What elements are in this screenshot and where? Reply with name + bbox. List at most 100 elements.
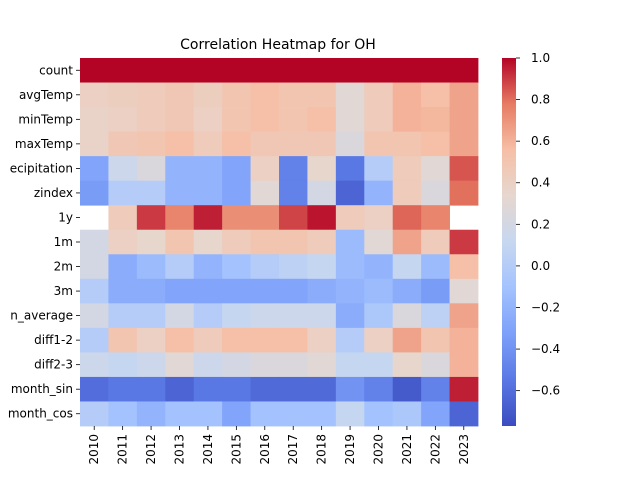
- heatmap-cell: [364, 303, 394, 329]
- heatmap-cell: [80, 58, 109, 83]
- heatmap-cell: [449, 352, 479, 378]
- heatmap-cell: [250, 107, 280, 132]
- heatmap-cell: [364, 229, 394, 255]
- heatmap-cell: [136, 205, 166, 231]
- heatmap-cell: [279, 205, 308, 231]
- heatmap-cell: [335, 156, 365, 182]
- heatmap-cell: [449, 131, 479, 157]
- heatmap-cell: [421, 327, 450, 353]
- heatmap-cell: [193, 278, 223, 304]
- heatmap-cell: [108, 254, 138, 280]
- heatmap-cell: [335, 303, 365, 329]
- heatmap-cell: [136, 58, 166, 83]
- heatmap-cell: [80, 131, 109, 157]
- heatmap-cell: [307, 352, 337, 378]
- heatmap-cell: [307, 205, 337, 231]
- heatmap-cell: [364, 254, 394, 280]
- heatmap-cell: [307, 107, 337, 132]
- row-label: diff2-3: [34, 358, 73, 372]
- heatmap-cell: [449, 303, 479, 329]
- heatmap-cell: [222, 352, 251, 378]
- heatmap-cell: [165, 278, 195, 304]
- heatmap-cell: [335, 376, 365, 402]
- heatmap-cell: [250, 254, 280, 280]
- heatmap-cell: [108, 229, 138, 255]
- row-label: minTemp: [18, 112, 73, 126]
- heatmap-cells: [80, 58, 479, 427]
- heatmap-cell: [136, 156, 166, 182]
- heatmap-cell: [193, 303, 223, 329]
- heatmap-cell: [335, 352, 365, 378]
- heatmap-cell: [193, 82, 223, 108]
- heatmap-cell: [449, 58, 479, 83]
- heatmap-cell: [193, 229, 223, 255]
- heatmap-cell: [421, 303, 450, 329]
- row-label: diff1-2: [34, 333, 73, 347]
- heatmap-cell: [364, 327, 394, 353]
- heatmap-cell: [80, 82, 109, 108]
- heatmap-cell: [222, 180, 251, 206]
- heatmap-cell: [222, 107, 251, 132]
- heatmap-cell: [279, 229, 308, 255]
- heatmap-cell: [108, 131, 138, 157]
- heatmap-cell: [165, 254, 195, 280]
- heatmap-cell: [307, 58, 337, 83]
- row-label: month_sin: [11, 382, 73, 396]
- row-label: n_average: [10, 309, 73, 323]
- heatmap-cell: [279, 278, 308, 304]
- heatmap-cell: [250, 205, 280, 231]
- column-label: 2018: [315, 434, 329, 465]
- heatmap-cell: [279, 254, 308, 280]
- heatmap-cell: [335, 180, 365, 206]
- heatmap-cell: [165, 180, 195, 206]
- heatmap-cell: [165, 229, 195, 255]
- heatmap-cell: [165, 58, 195, 83]
- heatmap-cell: [449, 376, 479, 402]
- colorbar: [502, 58, 516, 426]
- heatmap-cell: [222, 131, 251, 157]
- heatmap-cell: [279, 58, 308, 83]
- heatmap-cell: [421, 58, 450, 83]
- heatmap-cell: [165, 352, 195, 378]
- column-label: 2015: [229, 434, 243, 465]
- heatmap-cell: [364, 352, 394, 378]
- row-label: maxTemp: [15, 137, 73, 151]
- heatmap-cell: [165, 156, 195, 182]
- heatmap-cell: [250, 401, 280, 427]
- heatmap-cell: [193, 180, 223, 206]
- heatmap-cell: [307, 376, 337, 402]
- heatmap-cell: [222, 229, 251, 255]
- heatmap-cell: [279, 303, 308, 329]
- heatmap-cell: [449, 278, 479, 304]
- heatmap-cell: [364, 82, 394, 108]
- heatmap-cell: [421, 180, 450, 206]
- heatmap-cell: [279, 401, 308, 427]
- heatmap-cell: [279, 131, 308, 157]
- row-label: 1m: [54, 235, 73, 249]
- heatmap-cell: [80, 156, 109, 182]
- heatmap-cell: [136, 352, 166, 378]
- heatmap-cell: [421, 229, 450, 255]
- heatmap-cell: [307, 180, 337, 206]
- heatmap-cell: [335, 278, 365, 304]
- heatmap-cell: [421, 156, 450, 182]
- heatmap-cell: [335, 254, 365, 280]
- heatmap-cell: [421, 205, 450, 231]
- heatmap-cell: [222, 278, 251, 304]
- heatmap-cell: [222, 58, 251, 83]
- column-label: 2017: [286, 434, 300, 465]
- heatmap-cell: [136, 254, 166, 280]
- heatmap-cell: [279, 327, 308, 353]
- heatmap-cell: [250, 131, 280, 157]
- heatmap-cell: [449, 401, 479, 427]
- heatmap-cell: [421, 82, 450, 108]
- heatmap-cell: [335, 205, 365, 231]
- heatmap-cell: [108, 180, 138, 206]
- heatmap-cell: [392, 352, 422, 378]
- heatmap-cell: [193, 131, 223, 157]
- heatmap-cell: [222, 376, 251, 402]
- colorbar-tick-label: 0.2: [531, 217, 550, 231]
- column-label: 2013: [173, 434, 187, 465]
- heatmap-cell: [279, 376, 308, 402]
